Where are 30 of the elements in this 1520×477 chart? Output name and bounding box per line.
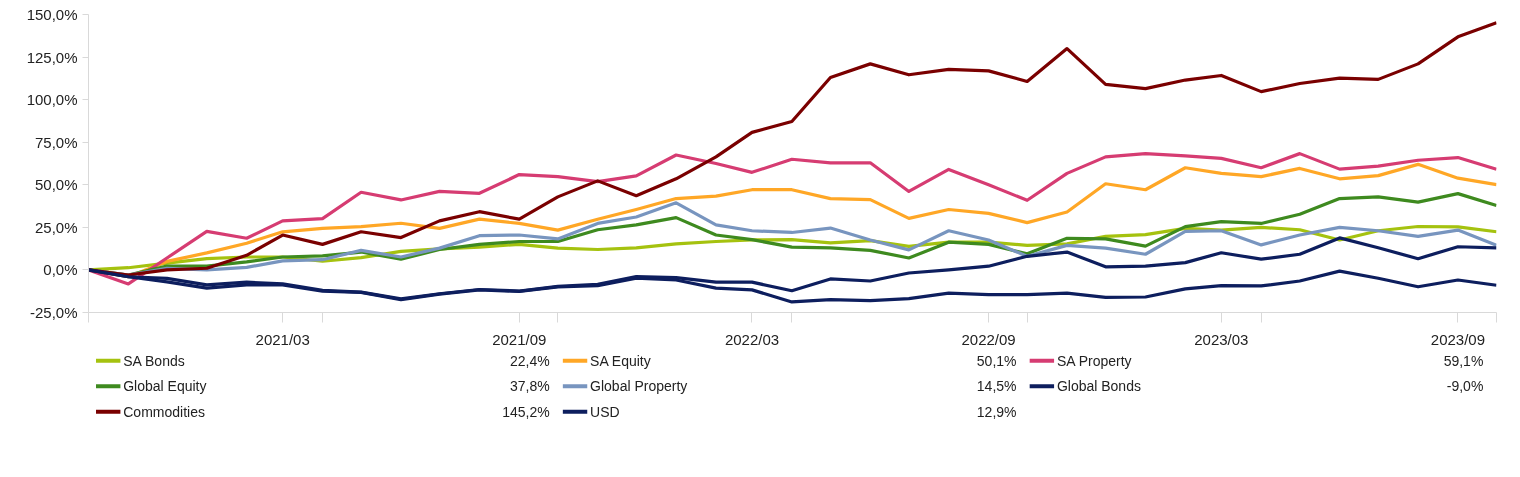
legend-label: SA Equity xyxy=(590,352,651,369)
y-tick-label: 50,0% xyxy=(34,176,78,194)
text: 22,4% xyxy=(510,352,550,369)
x-tick-label: 2021/03 xyxy=(255,330,310,348)
y-tick-label: 0,0% xyxy=(43,261,78,279)
text: 50,1% xyxy=(976,352,1017,369)
text: -9,0% xyxy=(1446,378,1484,395)
text: 145,2% xyxy=(502,403,550,420)
y-tick-label: 100,0% xyxy=(26,91,78,109)
text: 14,5% xyxy=(976,378,1017,395)
x-tick-label: 2022/03 xyxy=(724,330,780,348)
text: 12,9% xyxy=(976,403,1017,420)
y-tick-label: 75,0% xyxy=(34,133,78,151)
y-tick-label: 125,0% xyxy=(26,48,78,66)
text: 37,8% xyxy=(510,378,550,395)
x-tick-label: 2021/09 xyxy=(492,330,547,348)
y-tick-label: 150,0% xyxy=(26,6,78,23)
legend-label: Commodities xyxy=(123,403,205,420)
legend-label: USD xyxy=(590,403,620,420)
legend-label: Global Bonds xyxy=(1056,378,1141,395)
legend-label: SA Property xyxy=(1056,352,1132,369)
text: 59,1% xyxy=(1443,352,1484,369)
legend-label: Global Equity xyxy=(123,378,207,395)
x-tick-label: 2023/03 xyxy=(1194,330,1249,348)
legend-label: SA Bonds xyxy=(123,352,185,369)
x-tick-label: 2022/09 xyxy=(961,330,1016,348)
y-tick-label: 25,0% xyxy=(34,218,78,236)
x-tick-label: 2023/09 xyxy=(1430,330,1486,348)
y-tick-label: -25,0% xyxy=(29,304,78,321)
legend-label: Global Property xyxy=(590,378,688,395)
